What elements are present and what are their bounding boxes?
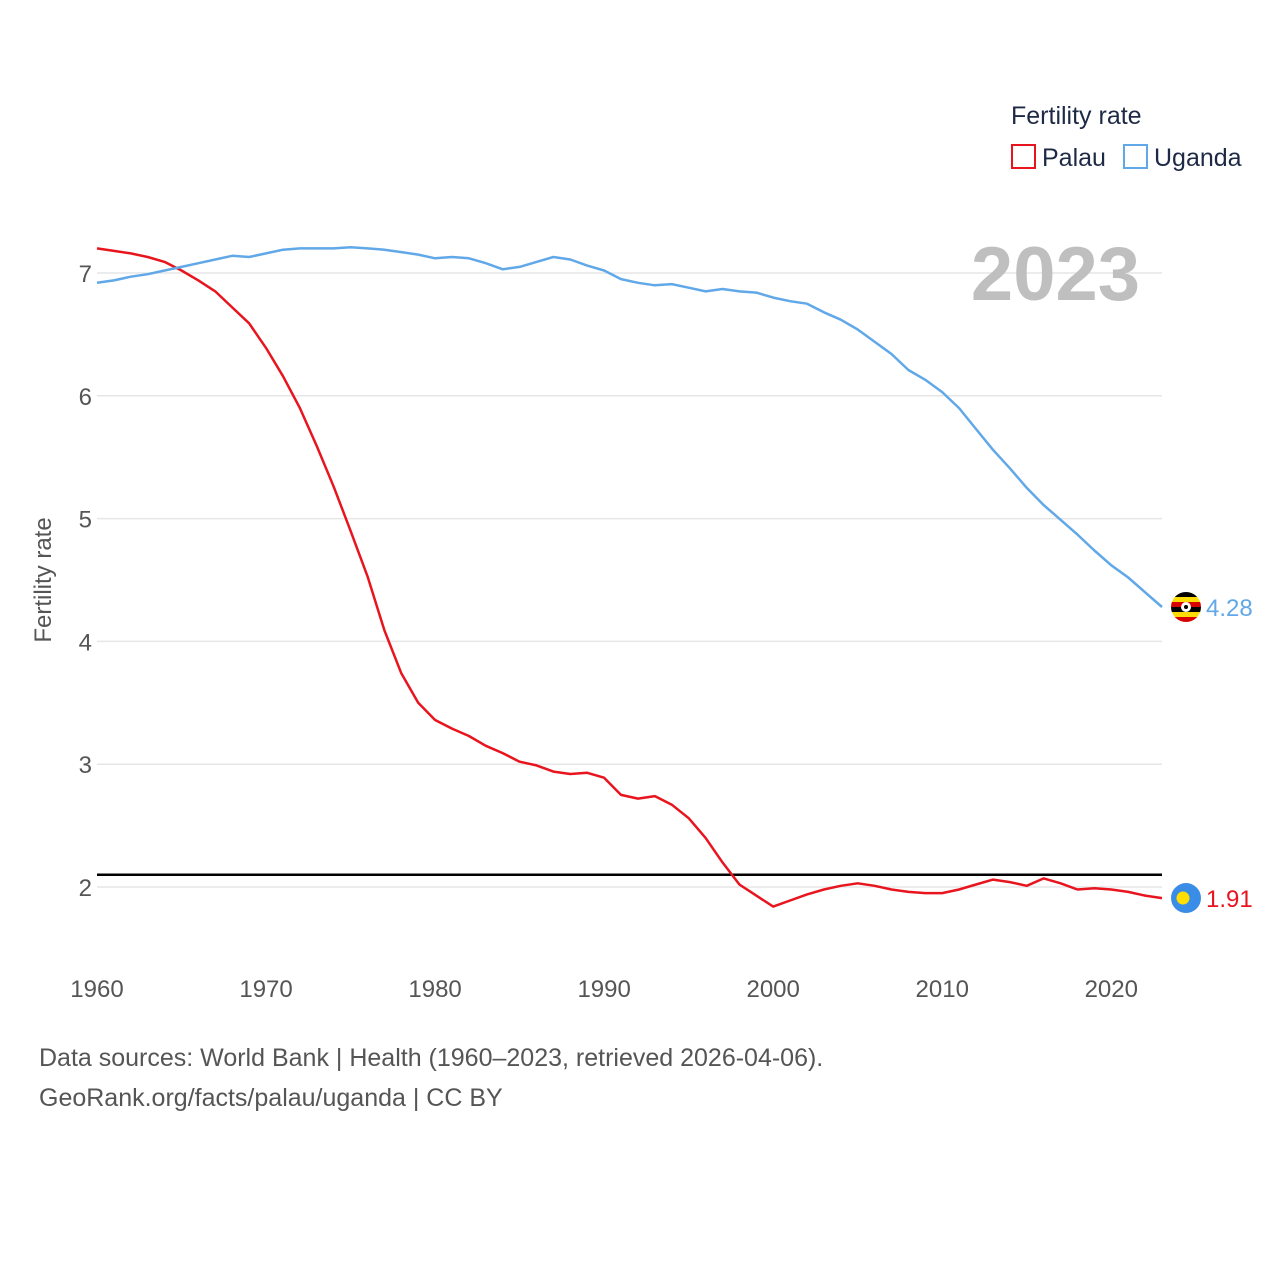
uganda-flag-crane (1184, 605, 1188, 610)
x-axis-ticks: 1960 1970 1980 1990 2000 2010 2020 (70, 976, 1138, 1003)
y-tick-label: 3 (79, 752, 92, 779)
uganda-flag-stripe (1171, 617, 1201, 623)
y-tick-label: 5 (79, 507, 92, 534)
uganda-flag-stripe (1171, 597, 1201, 603)
x-tick-label: 1990 (577, 976, 630, 1003)
legend-label-uganda: Uganda (1154, 144, 1242, 172)
palau-flag-disc (1176, 891, 1190, 905)
uganda-flag-stripe (1171, 592, 1201, 598)
series-line-palau (96, 247, 1163, 908)
legend-label-palau: Palau (1042, 144, 1106, 172)
palau-flag-icon (1171, 883, 1201, 914)
y-tick-label: 6 (79, 384, 92, 411)
year-label: 2023 (971, 232, 1140, 317)
y-tick-label: 7 (79, 261, 92, 288)
x-tick-label: 1980 (408, 976, 461, 1003)
legend-item-palau[interactable]: Palau (1011, 144, 1106, 172)
x-tick-label: 2020 (1085, 976, 1138, 1003)
y-axis-title: Fertility rate (30, 517, 57, 642)
end-value-palau: 1.91 (1206, 886, 1253, 913)
series-lines (96, 245, 1163, 908)
uganda-flag-icon (1171, 592, 1201, 623)
legend-swatch-palau (1011, 144, 1036, 169)
y-tick-label: 4 (79, 629, 92, 656)
legend-title: Fertility rate (1011, 102, 1142, 130)
y-tick-label: 2 (79, 875, 92, 902)
y-axis-ticks: 2 3 4 5 6 7 (79, 261, 92, 902)
footer-source: Data sources: World Bank | Health (1960–… (39, 1044, 824, 1072)
legend-item-uganda[interactable]: Uganda (1123, 144, 1242, 172)
grid-lines (97, 272, 1162, 888)
uganda-flag-stripe (1171, 612, 1201, 618)
end-value-uganda: 4.28 (1206, 595, 1253, 622)
x-tick-label: 2000 (746, 976, 799, 1003)
series-line-uganda (96, 245, 1163, 608)
x-tick-label: 1970 (239, 976, 292, 1003)
legend-swatch-uganda (1123, 144, 1148, 169)
footer-site-link[interactable]: GeoRank.org/facts/palau/uganda | CC BY (39, 1084, 503, 1112)
x-tick-label: 1960 (70, 976, 123, 1003)
x-tick-label: 2010 (916, 976, 969, 1003)
